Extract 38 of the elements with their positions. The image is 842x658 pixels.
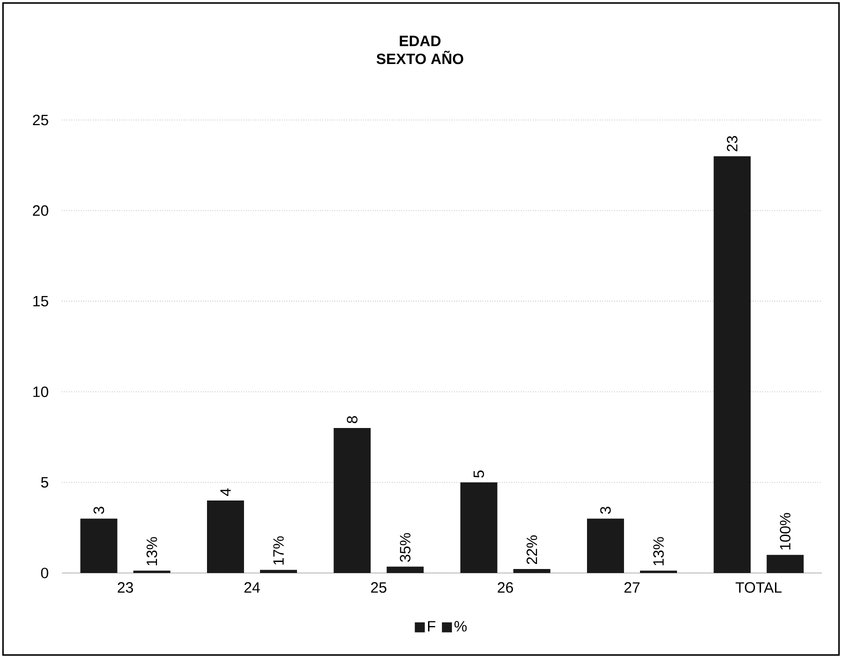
x-tick-label: TOTAL	[736, 582, 782, 593]
x-tick-label: 24	[244, 582, 260, 593]
x-tick-label: 26	[498, 582, 513, 593]
bar	[260, 570, 298, 573]
y-tick-label: 20	[32, 205, 48, 216]
chart-title: EDAD	[400, 36, 441, 46]
data-label: 22%	[526, 535, 538, 564]
data-label: 13%	[653, 537, 664, 566]
y-tick-label: 0	[41, 568, 48, 578]
data-label: 13%	[146, 537, 158, 566]
x-tick-label: 25	[371, 582, 386, 593]
data-label: 23	[726, 136, 738, 152]
x-tick-label: 27	[624, 582, 640, 593]
y-tick-label: 10	[33, 386, 48, 398]
data-label: 17%	[273, 536, 284, 565]
y-tick-label: 15	[33, 296, 48, 306]
bar	[587, 518, 624, 573]
data-label: 3	[94, 506, 104, 514]
bar	[207, 500, 244, 573]
data-label: 35%	[400, 533, 410, 562]
bar	[80, 518, 118, 573]
y-tick-label: 5	[41, 477, 48, 488]
y-tick-label: 25	[32, 114, 48, 126]
bar	[460, 482, 498, 573]
data-label: 8	[346, 416, 358, 424]
legend-label: %	[454, 621, 467, 632]
data-label: 100%	[780, 512, 790, 550]
bar	[513, 569, 550, 573]
bar	[714, 156, 751, 573]
x-tick-label: 23	[118, 582, 133, 593]
data-label: 4	[220, 488, 231, 496]
bar	[766, 554, 804, 573]
legend-label: F	[428, 621, 436, 632]
chart-subtitle: SEXTO AÑO	[376, 50, 464, 64]
bar	[334, 428, 371, 573]
bar	[386, 566, 424, 573]
data-label: 3	[600, 506, 611, 514]
data-label: 5	[474, 470, 484, 478]
